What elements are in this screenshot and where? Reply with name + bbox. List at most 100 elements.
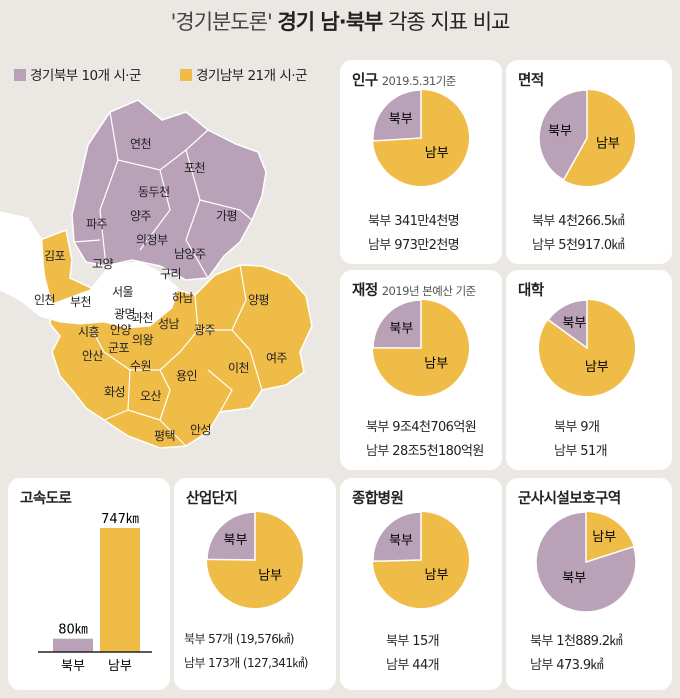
map-label-gunpo: 군포 [108,341,130,355]
card-area: 면적 북부 남부 북부 4천266.5㎢ 남부 5천917.0㎢ [506,60,672,264]
population-north-line: 북부 341만4천명 [368,214,460,229]
map-label-gapyeong: 가평 [216,209,237,223]
university-south-line: 남부 51개 [554,444,608,459]
map-label-yeoju: 여주 [266,351,288,365]
pie-slice-north [536,512,636,612]
map-label-ansan: 안산 [82,349,104,363]
map-label-yangpyeong: 양평 [248,293,269,307]
legend-south-swatch [180,69,192,81]
area-south-line: 남부 5천917.0㎢ [532,238,625,253]
page-title: '경기분도론' 경기 남·북부 각종 지표 비교 [0,6,680,36]
card-population: 인구 2019.5.31기준 북부 남부 북부 341만4천명 남부 973만2천명 [340,60,502,264]
card-title: 고속도로 [20,491,72,507]
area-north-line: 북부 4천266.5㎢ [532,214,625,229]
pie-slice-north [373,90,422,142]
map-label-dongducheon: 동두천 [138,184,170,199]
map-label-incheon: 인천 [34,292,55,307]
map-label-uijeongbu: 의정부 [136,233,168,247]
map-label-yeoncheon: 연천 [130,136,151,151]
map-north-region [71,99,267,281]
map-label-goyang: 고양 [92,257,114,271]
map-label-guri: 구리 [160,267,181,281]
card-title: 군사시설보호구역 [518,491,621,507]
military-north-line: 북부 1천889.2㎢ [530,634,623,649]
bar-category-label: 남부 [108,659,132,674]
map-label-hwaseong: 화성 [104,385,125,399]
legend-north-label: 경기북부 10개 시·군 [30,68,142,84]
legend-north-swatch [14,69,26,81]
card-hospital: 종합병원 북부 남부 북부 15개 남부 44개 [340,478,502,690]
pie-slice-north [373,300,422,349]
pie-slice-north [539,90,588,181]
bar-chart-highway: 80㎞ 북부 747㎞ 남부 [38,512,152,674]
map-label-anyang: 안양 [110,323,132,337]
legend-south-label: 경기남부 21개 시·군 [196,68,308,84]
legend-south: 경기남부 21개 시·군 [180,64,308,84]
card-title: 인구 2019.5.31기준 [352,73,456,89]
pie-slice-north [207,512,256,561]
map-label-suwon: 수원 [130,359,151,373]
map-label-anseong: 안성 [190,423,211,437]
industry-north-line: 북부 57개 (19,576㎢) [184,632,294,646]
pie-label-south: 남부 [424,356,448,371]
hospital-north-line: 북부 15개 [386,634,440,649]
bar-value-label: 80㎞ [58,623,88,638]
title-quote: '경기분도론' [170,10,273,34]
bar-north [53,638,93,652]
map-label-siheung: 시흥 [78,325,100,339]
gyeonggi-map: 연천 포천 동두천 양주 파주 가평 의정부 고양 남양주 구리 김포 부천 과… [0,99,313,449]
card-title: 대학 [518,283,544,299]
pie-slice-north [373,512,422,563]
bar-category-label: 북부 [61,659,85,674]
pie-label-north: 북부 [389,321,413,336]
card-military: 군사시설보호구역 북부 남부 북부 1천889.2㎢ 남부 473.9㎢ [506,478,672,690]
pie-slice-north [547,300,588,350]
map-label-paju: 파주 [86,217,108,231]
pie-label-north: 북부 [562,316,586,331]
hospital-south-line: 남부 44개 [386,658,440,673]
pie-label-north: 북부 [223,533,247,548]
map-label-pocheon: 포천 [184,160,205,175]
map-label-hanam: 하남 [172,291,194,305]
map-label-seongnam: 성남 [158,317,180,331]
map-label-seoul: 서울 [112,285,134,299]
map-label-yongin: 용인 [176,369,197,383]
pie-military: 북부 남부 [536,512,636,612]
title-rest: 각종 지표 비교 [388,10,510,34]
map-label-gwangju: 광주 [194,323,216,337]
pie-label-north: 북부 [562,571,586,586]
map-label-yangju: 양주 [130,209,152,223]
map-label-uiwang: 의왕 [132,333,154,347]
map-label-gwacheon: 과천 [132,310,153,325]
map-borders [73,111,263,447]
map-incheon-seoul [0,211,179,329]
title-bold: 경기 남·북부 [277,10,383,34]
map-label-icheon: 이천 [228,360,249,375]
bar-value-label: 747㎞ [101,512,139,527]
map-label-namyangju: 남양주 [174,247,206,261]
map-label-gwangmyeong: 광명 [114,307,135,321]
card-title: 산업단지 [186,491,238,507]
pie-label-north: 북부 [389,534,413,549]
pie-label-south: 남부 [585,360,609,375]
pie-label-south: 남부 [592,530,616,545]
map-label-bucheon: 부천 [70,294,91,309]
map-label-pyeongtaek: 평택 [154,429,175,443]
pie-label-north: 북부 [389,112,413,127]
card-industry: 산업단지 북부 남부 북부 57개 (19,576㎢) 남부 173개 (127,… [174,478,336,690]
population-south-line: 남부 973만2천명 [368,238,460,253]
card-title: 재정 2019년 본예산 기준 [352,283,476,299]
map-label-osan: 오산 [140,389,162,403]
legend-north: 경기북부 10개 시·군 [14,64,142,84]
card-title: 종합병원 [352,491,404,507]
university-north-line: 북부 9개 [554,420,600,435]
map-label-gimpo: 김포 [44,249,66,263]
pie-label-north: 북부 [548,124,572,139]
finance-south-line: 남부 28조5천180억원 [366,444,484,459]
